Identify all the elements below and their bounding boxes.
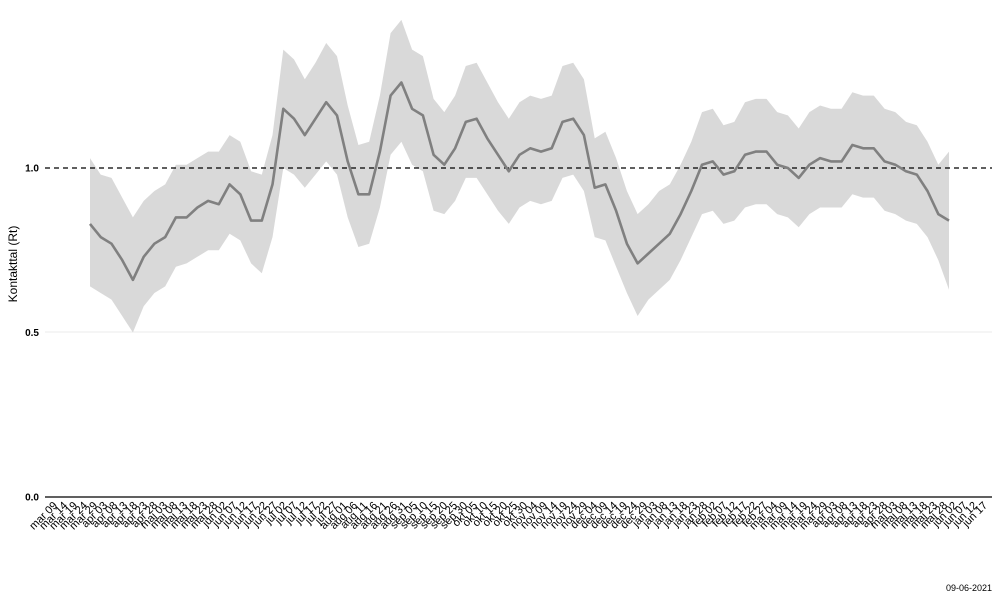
y-tick-label: 0.0 bbox=[25, 493, 39, 504]
y-tick-label: 0.5 bbox=[25, 328, 39, 339]
rt-line bbox=[88, 81, 950, 282]
rt-line-layer bbox=[88, 81, 950, 282]
confidence-band bbox=[90, 19, 949, 333]
y-tick-label: 1.0 bbox=[25, 164, 39, 175]
y-axis-label: Kontakttal (Rt) bbox=[6, 226, 20, 303]
confidence-band-layer bbox=[90, 19, 949, 333]
y-tick-labels: 0.0 0.5 1.0 bbox=[25, 164, 39, 504]
date-stamp: 09-06-2021 bbox=[946, 583, 992, 593]
